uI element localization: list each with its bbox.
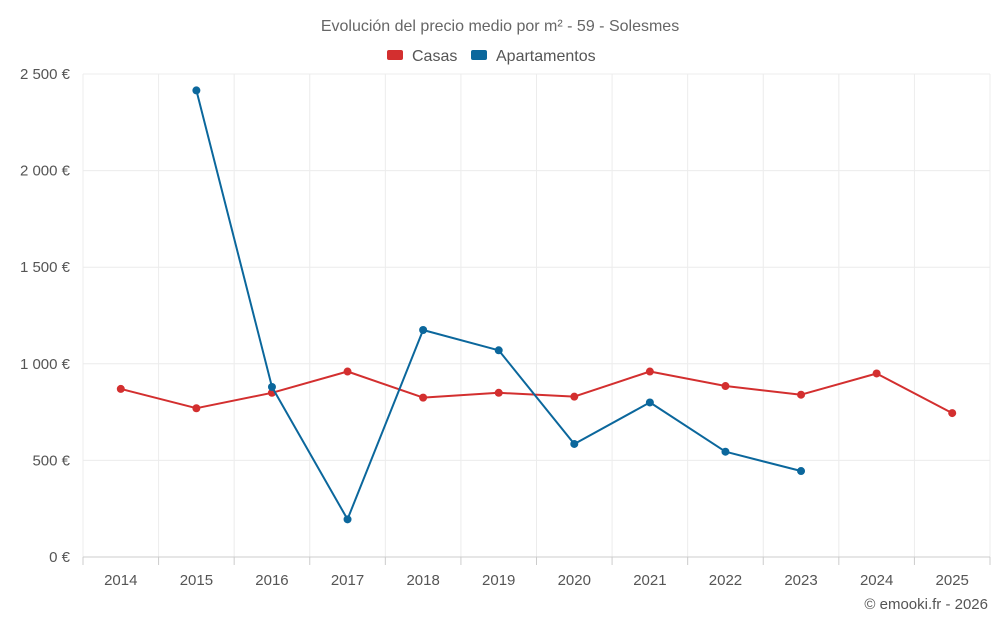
y-tick-label: 500 € xyxy=(32,452,70,469)
series xyxy=(116,86,957,524)
x-tick-label: 2021 xyxy=(633,572,666,589)
chart-title: Evolución del precio medio por m² - 59 -… xyxy=(321,18,679,35)
y-tick-label: 1 500 € xyxy=(20,259,71,276)
x-tick-label: 2019 xyxy=(482,572,515,589)
data-point-casas-2019 xyxy=(494,388,503,397)
legend-label-casas: Casas xyxy=(412,48,457,65)
x-tick-label: 2015 xyxy=(180,572,213,589)
y-tick-label: 2 500 € xyxy=(20,66,71,83)
data-point-apartamentos-2019 xyxy=(494,346,503,355)
legend-swatch-casas xyxy=(387,50,403,60)
data-point-casas-2023 xyxy=(797,390,806,399)
data-point-apartamentos-2021 xyxy=(645,398,654,407)
data-point-casas-2014 xyxy=(116,384,125,393)
data-point-apartamentos-2022 xyxy=(721,447,730,456)
data-point-casas-2022 xyxy=(721,382,730,391)
x-tick-label: 2023 xyxy=(784,572,817,589)
data-point-apartamentos-2017 xyxy=(343,515,352,524)
data-point-casas-2015 xyxy=(192,404,201,413)
x-tick-label: 2025 xyxy=(936,572,969,589)
x-tick-label: 2022 xyxy=(709,572,742,589)
x-tick-label: 2017 xyxy=(331,572,364,589)
data-point-apartamentos-2018 xyxy=(419,325,428,334)
data-point-casas-2021 xyxy=(645,367,654,376)
y-tick-label: 2 000 € xyxy=(20,163,71,180)
x-tick-label: 2020 xyxy=(558,572,591,589)
data-point-casas-2017 xyxy=(343,367,352,376)
data-point-apartamentos-2016 xyxy=(267,382,276,391)
legend: Casas Apartamentos xyxy=(387,48,596,65)
axes: 0 € 500 € 1 000 € 1 500 € 2 000 € 2 500 € 2014… xyxy=(20,66,991,589)
x-tick-label: 2018 xyxy=(406,572,439,589)
data-point-apartamentos-2023 xyxy=(797,467,806,476)
x-tick-label: 2014 xyxy=(104,572,137,589)
data-point-apartamentos-2020 xyxy=(570,439,579,448)
legend-item-apartamentos[interactable]: Apartamentos xyxy=(471,48,596,65)
data-point-apartamentos-2015 xyxy=(192,86,201,95)
credit-text: © emooki.fr - 2026 xyxy=(864,596,988,613)
legend-item-casas[interactable]: Casas xyxy=(387,48,457,65)
data-point-casas-2020 xyxy=(570,392,579,401)
data-point-casas-2024 xyxy=(872,369,881,378)
series-line-apartamentos xyxy=(195,90,802,521)
data-point-casas-2025 xyxy=(948,409,957,418)
x-tick-label: 2024 xyxy=(860,572,893,589)
y-tick-label: 0 € xyxy=(49,549,71,566)
x-tick-label: 2016 xyxy=(255,572,288,589)
y-tick-label: 1 000 € xyxy=(20,356,71,373)
legend-swatch-apartamentos xyxy=(471,50,487,60)
data-point-casas-2018 xyxy=(419,393,428,402)
series-line-casas xyxy=(120,370,953,414)
legend-label-apartamentos: Apartamentos xyxy=(496,48,596,65)
gridlines xyxy=(82,73,991,557)
